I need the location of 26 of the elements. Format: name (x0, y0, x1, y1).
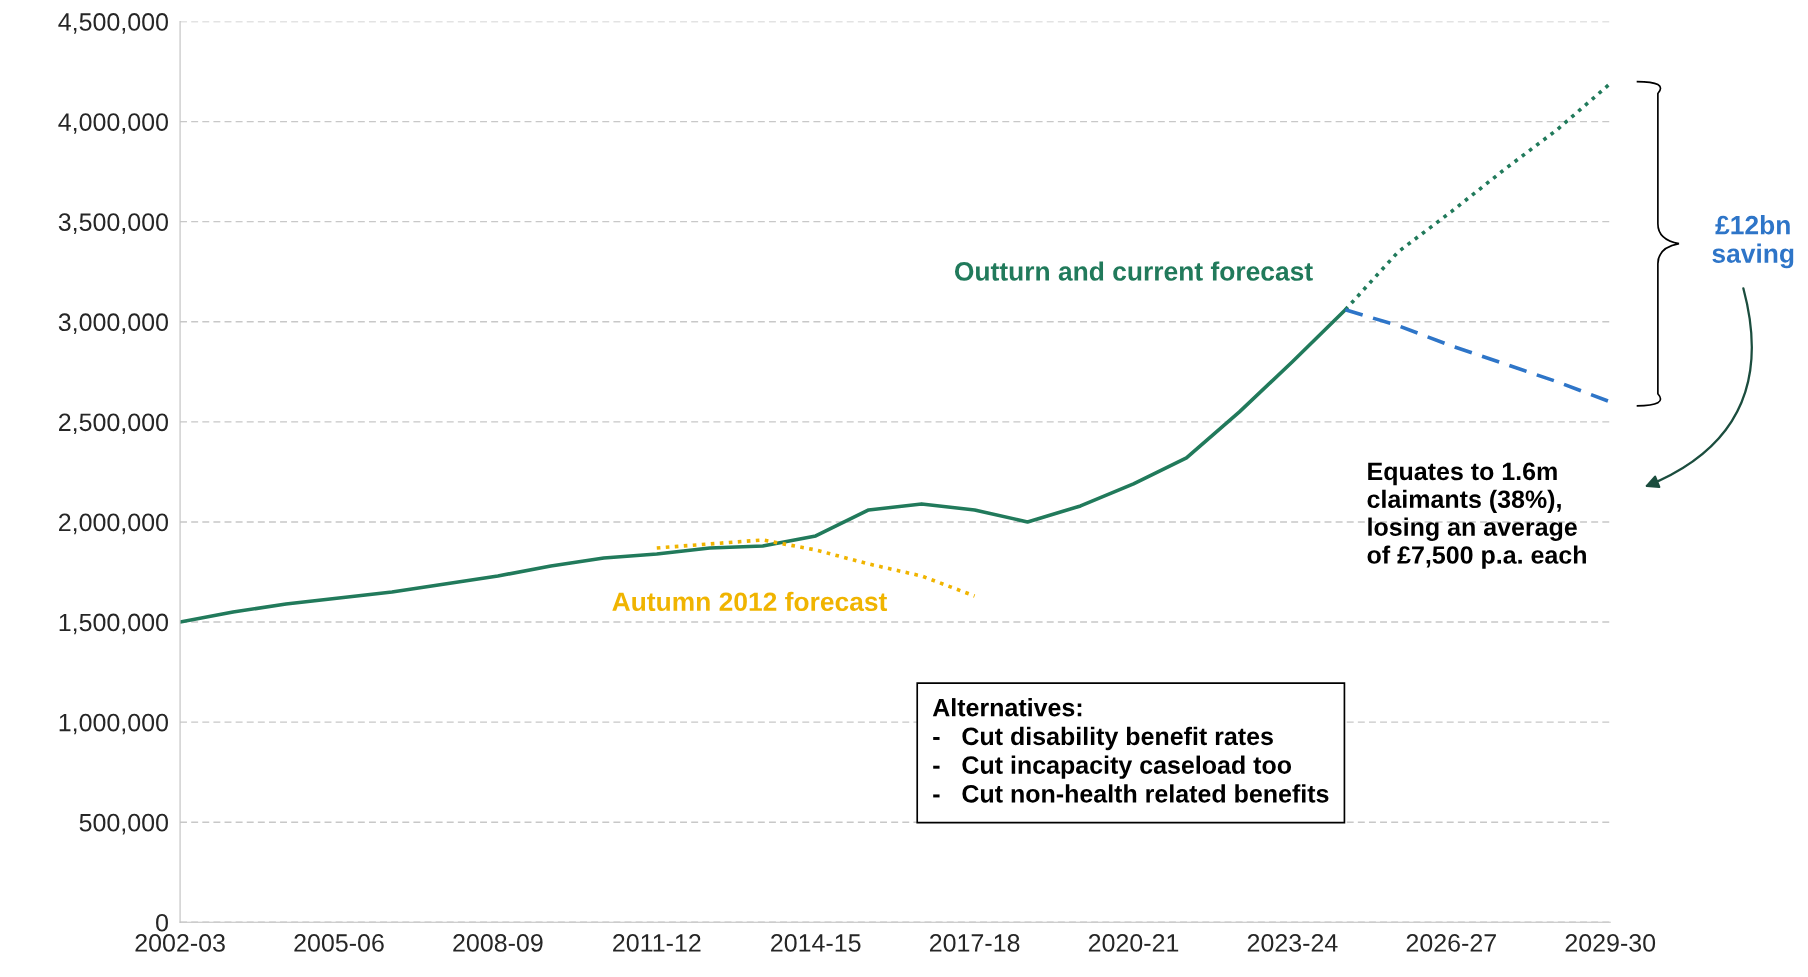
annotation: Equates to 1.6m claimants (38%), losing an average of £7,500 p.a. each (1367, 462, 1586, 569)
x-tick-label: 2020-21 (1088, 934, 1179, 952)
x-tick-label: 2029-30 (1565, 934, 1656, 952)
x-tick-label: 2011-12 (613, 934, 701, 952)
y-tick-label: 2,000,000 (59, 513, 168, 535)
x-tick-label: 2014-15 (771, 934, 861, 952)
x-tick-label: 2017-18 (929, 934, 1020, 952)
y-tick-label: 3,500,000 (58, 213, 168, 234)
x-tick-label: 2026-27 (1406, 934, 1496, 952)
x-tick-label: 2005-06 (294, 934, 384, 952)
y-tick-label: 3,000,000 (58, 313, 168, 335)
y-tick-label: 2,500,000 (59, 413, 168, 435)
text: £12bn saving (1712, 215, 1794, 269)
x-tick-label: 2023-24 (1247, 934, 1338, 952)
y-tick-label: 4,000,000 (58, 113, 168, 134)
y-tick-label: 1,500,000 (59, 613, 168, 635)
series-label: Autumn 2012 forecast (612, 591, 888, 612)
y-tick-label: 1,000,000 (59, 713, 168, 735)
y-tick-label: 4,500,000 (58, 13, 168, 34)
annotation: Alternatives: - Cut disability benefit rates - Cut incapacity caseload too - Cut non-health related benefits (932, 698, 1329, 803)
x-tick-label: 2008-09 (453, 934, 543, 952)
line-series (1343, 307, 1611, 404)
y-tick-label: 500,000 (79, 813, 168, 835)
x-tick-label: 2002-03 (135, 934, 225, 952)
y-tick-label: 0 (156, 913, 168, 932)
series-label: Outturn and current forecast (954, 261, 1313, 281)
